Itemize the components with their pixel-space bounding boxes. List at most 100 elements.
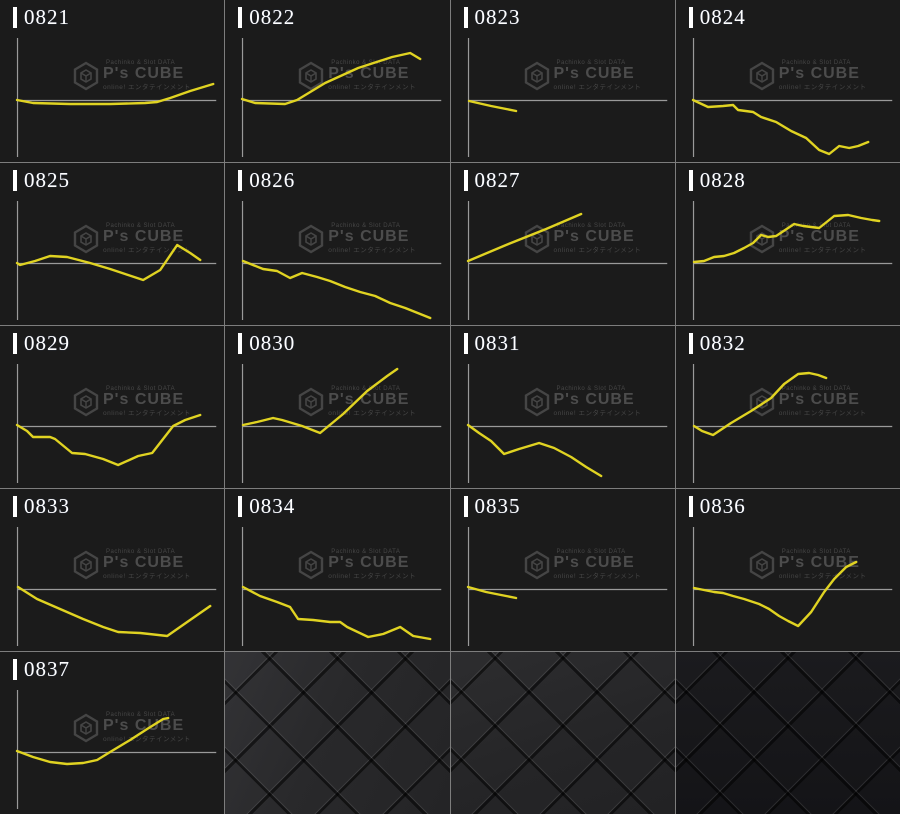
watermark-tagline-top: Pachinko & Slot DATA — [556, 549, 626, 555]
watermark-tagline-top: Pachinko & Slot DATA — [106, 223, 176, 229]
machine-header: 0821 — [13, 6, 70, 28]
machine-header: 0831 — [463, 331, 521, 355]
series-line — [692, 371, 828, 437]
pscube-hexcube-icon — [299, 61, 324, 90]
pscube-watermark: Pachinko & Slot DATA P's CUBE online! エンタテ… — [72, 223, 191, 254]
machine-cell-0833[interactable]: Pachinko & Slot DATA P's CUBE online! エンタテ… — [0, 489, 225, 651]
watermark-brand: P's CUBE — [778, 554, 860, 571]
watermark-tagline-top: Pachinko & Slot DATA — [106, 386, 176, 392]
header-tick-bar — [13, 658, 17, 680]
watermark-tagline-bottom: online! エンタテインメント — [103, 247, 191, 254]
machine-header: 0834 — [238, 495, 295, 517]
pscube-hexcube-icon — [749, 550, 774, 579]
watermark-brand: P's CUBE — [328, 391, 410, 408]
watermark-tagline-bottom: online! エンタテインメント — [103, 410, 191, 417]
sparkline-chart-0822 — [241, 38, 442, 157]
watermark-tagline-bottom: online! エンタテインメント — [103, 84, 191, 91]
machine-cell-0835[interactable]: Pachinko & Slot DATA P's CUBE online! エンタテ… — [450, 489, 675, 651]
machine-cell-0831[interactable]: Pachinko & Slot DATA P's CUBE online! エンタテ… — [450, 326, 675, 488]
texture-panel — [675, 652, 900, 814]
pscube-watermark: Pachinko & Slot DATA P's CUBE online! エンタテ… — [72, 386, 191, 417]
sparkline-chart-0834 — [242, 527, 442, 646]
series-line — [242, 259, 432, 320]
machine-number: 0835 — [474, 494, 521, 518]
texture-panel — [225, 652, 450, 814]
machine-number: 0830 — [249, 331, 296, 355]
machine-number: 0821 — [24, 5, 70, 29]
machine-cell-0830[interactable]: Pachinko & Slot DATA P's CUBE online! エンタテ… — [225, 326, 450, 488]
watermark-brand: P's CUBE — [103, 391, 185, 408]
pscube-hexcube-icon — [524, 224, 549, 253]
pscube-watermark: Pachinko & Slot DATA P's CUBE online! エンタテ… — [748, 549, 867, 580]
watermark-brand: P's CUBE — [778, 65, 860, 82]
series-line — [242, 585, 432, 641]
header-tick-bar — [688, 169, 693, 191]
machine-header: 0827 — [463, 168, 521, 192]
sparkline-chart-0823 — [467, 38, 667, 157]
sparkline-chart-0826 — [242, 201, 442, 320]
pscube-watermark: Pachinko & Slot DATA P's CUBE online! エンタテ… — [72, 60, 191, 91]
pscube-hexcube-icon — [73, 550, 99, 579]
watermark-tagline-top: Pachinko & Slot DATA — [106, 549, 176, 555]
watermark-brand: P's CUBE — [328, 554, 410, 571]
machine-cell-0828[interactable]: Pachinko & Slot DATA P's CUBE online! エンタテ… — [675, 163, 900, 325]
machine-header: 0837 — [13, 658, 70, 680]
pscube-hexcube-icon — [299, 550, 324, 579]
machine-cell-0829[interactable]: Pachinko & Slot DATA P's CUBE online! エンタテ… — [0, 326, 225, 488]
machine-cell-0837[interactable]: Pachinko & Slot DATA P's CUBE online! エンタテ… — [0, 652, 225, 814]
watermark-brand: P's CUBE — [103, 65, 185, 82]
series-line — [241, 51, 422, 106]
machine-cell-0821[interactable]: Pachinko & Slot DATA P's CUBE online! エンタテ… — [0, 0, 225, 162]
machine-header: 0830 — [238, 332, 295, 354]
header-tick-bar — [13, 169, 17, 191]
watermark-tagline-bottom: online! エンタテインメント — [328, 84, 417, 91]
series-line — [466, 212, 582, 263]
pscube-watermark: Pachinko & Slot DATA P's CUBE online! エンタテ… — [297, 223, 416, 254]
header-tick-bar — [463, 332, 468, 354]
machine-cell-0832[interactable]: Pachinko & Slot DATA P's CUBE online! エンタテ… — [675, 326, 900, 488]
machine-cell-0836[interactable]: Pachinko & Slot DATA P's CUBE online! エンタテ… — [675, 489, 900, 651]
machine-header: 0835 — [463, 494, 521, 518]
machine-cell-0827[interactable]: Pachinko & Slot DATA P's CUBE online! エンタテ… — [450, 163, 675, 325]
machine-cell-0834[interactable]: Pachinko & Slot DATA P's CUBE online! エンタテ… — [225, 489, 450, 651]
watermark-brand: P's CUBE — [553, 65, 635, 82]
machine-number: 0825 — [24, 168, 70, 192]
watermark-brand: P's CUBE — [103, 228, 185, 245]
machine-number: 0834 — [249, 494, 296, 518]
machine-number: 0836 — [699, 494, 746, 518]
diamond-pattern — [225, 652, 450, 814]
watermark-tagline-bottom: online! エンタテインメント — [778, 410, 867, 417]
header-tick-bar — [463, 495, 468, 517]
header-tick-bar — [238, 332, 243, 354]
machine-cell-0823[interactable]: Pachinko & Slot DATA P's CUBE online! エンタテ… — [450, 0, 675, 162]
machine-cell-0826[interactable]: Pachinko & Slot DATA P's CUBE online! エンタテ… — [225, 163, 450, 325]
sparkline-chart-0837 — [15, 690, 217, 809]
watermark-tagline-bottom: online! エンタテインメント — [103, 573, 191, 580]
sparkline-chart-0833 — [16, 527, 217, 646]
watermark-tagline-bottom: online! エンタテインメント — [778, 84, 867, 91]
machine-cell-0824[interactable]: Pachinko & Slot DATA P's CUBE online! エンタテ… — [675, 0, 900, 162]
pscube-watermark: Pachinko & Slot DATA P's CUBE online! エンタテ… — [523, 549, 642, 580]
pscube-hexcube-icon — [73, 224, 99, 253]
machine-number: 0837 — [24, 657, 70, 681]
watermark-brand: P's CUBE — [328, 65, 410, 82]
machine-cell-0825[interactable]: Pachinko & Slot DATA P's CUBE online! エンタテ… — [0, 163, 225, 325]
pscube-watermark: Pachinko & Slot DATA P's CUBE online! エンタテ… — [523, 223, 642, 254]
watermark-brand: P's CUBE — [778, 228, 860, 245]
machine-cell-0822[interactable]: Pachinko & Slot DATA P's CUBE online! エンタテ… — [225, 0, 450, 162]
header-tick-bar — [688, 332, 693, 354]
watermark-tagline-bottom: online! エンタテインメント — [553, 247, 642, 254]
pscube-watermark: Pachinko & Slot DATA P's CUBE online! エンタテ… — [72, 712, 191, 743]
series-line — [242, 367, 399, 435]
sparkline-chart-0832 — [692, 364, 892, 483]
watermark-tagline-bottom: online! エンタテインメント — [103, 736, 191, 743]
machine-number: 0831 — [474, 331, 521, 355]
pscube-hexcube-icon — [73, 713, 99, 742]
pscube-hexcube-icon — [73, 61, 99, 90]
machine-number: 0827 — [474, 168, 521, 192]
watermark-tagline-top: Pachinko & Slot DATA — [106, 60, 176, 66]
watermark-tagline-bottom: online! エンタテインメント — [328, 247, 417, 254]
sparkline-chart-0829 — [15, 364, 217, 483]
header-tick-bar — [13, 495, 17, 517]
machine-header: 0832 — [688, 332, 746, 354]
